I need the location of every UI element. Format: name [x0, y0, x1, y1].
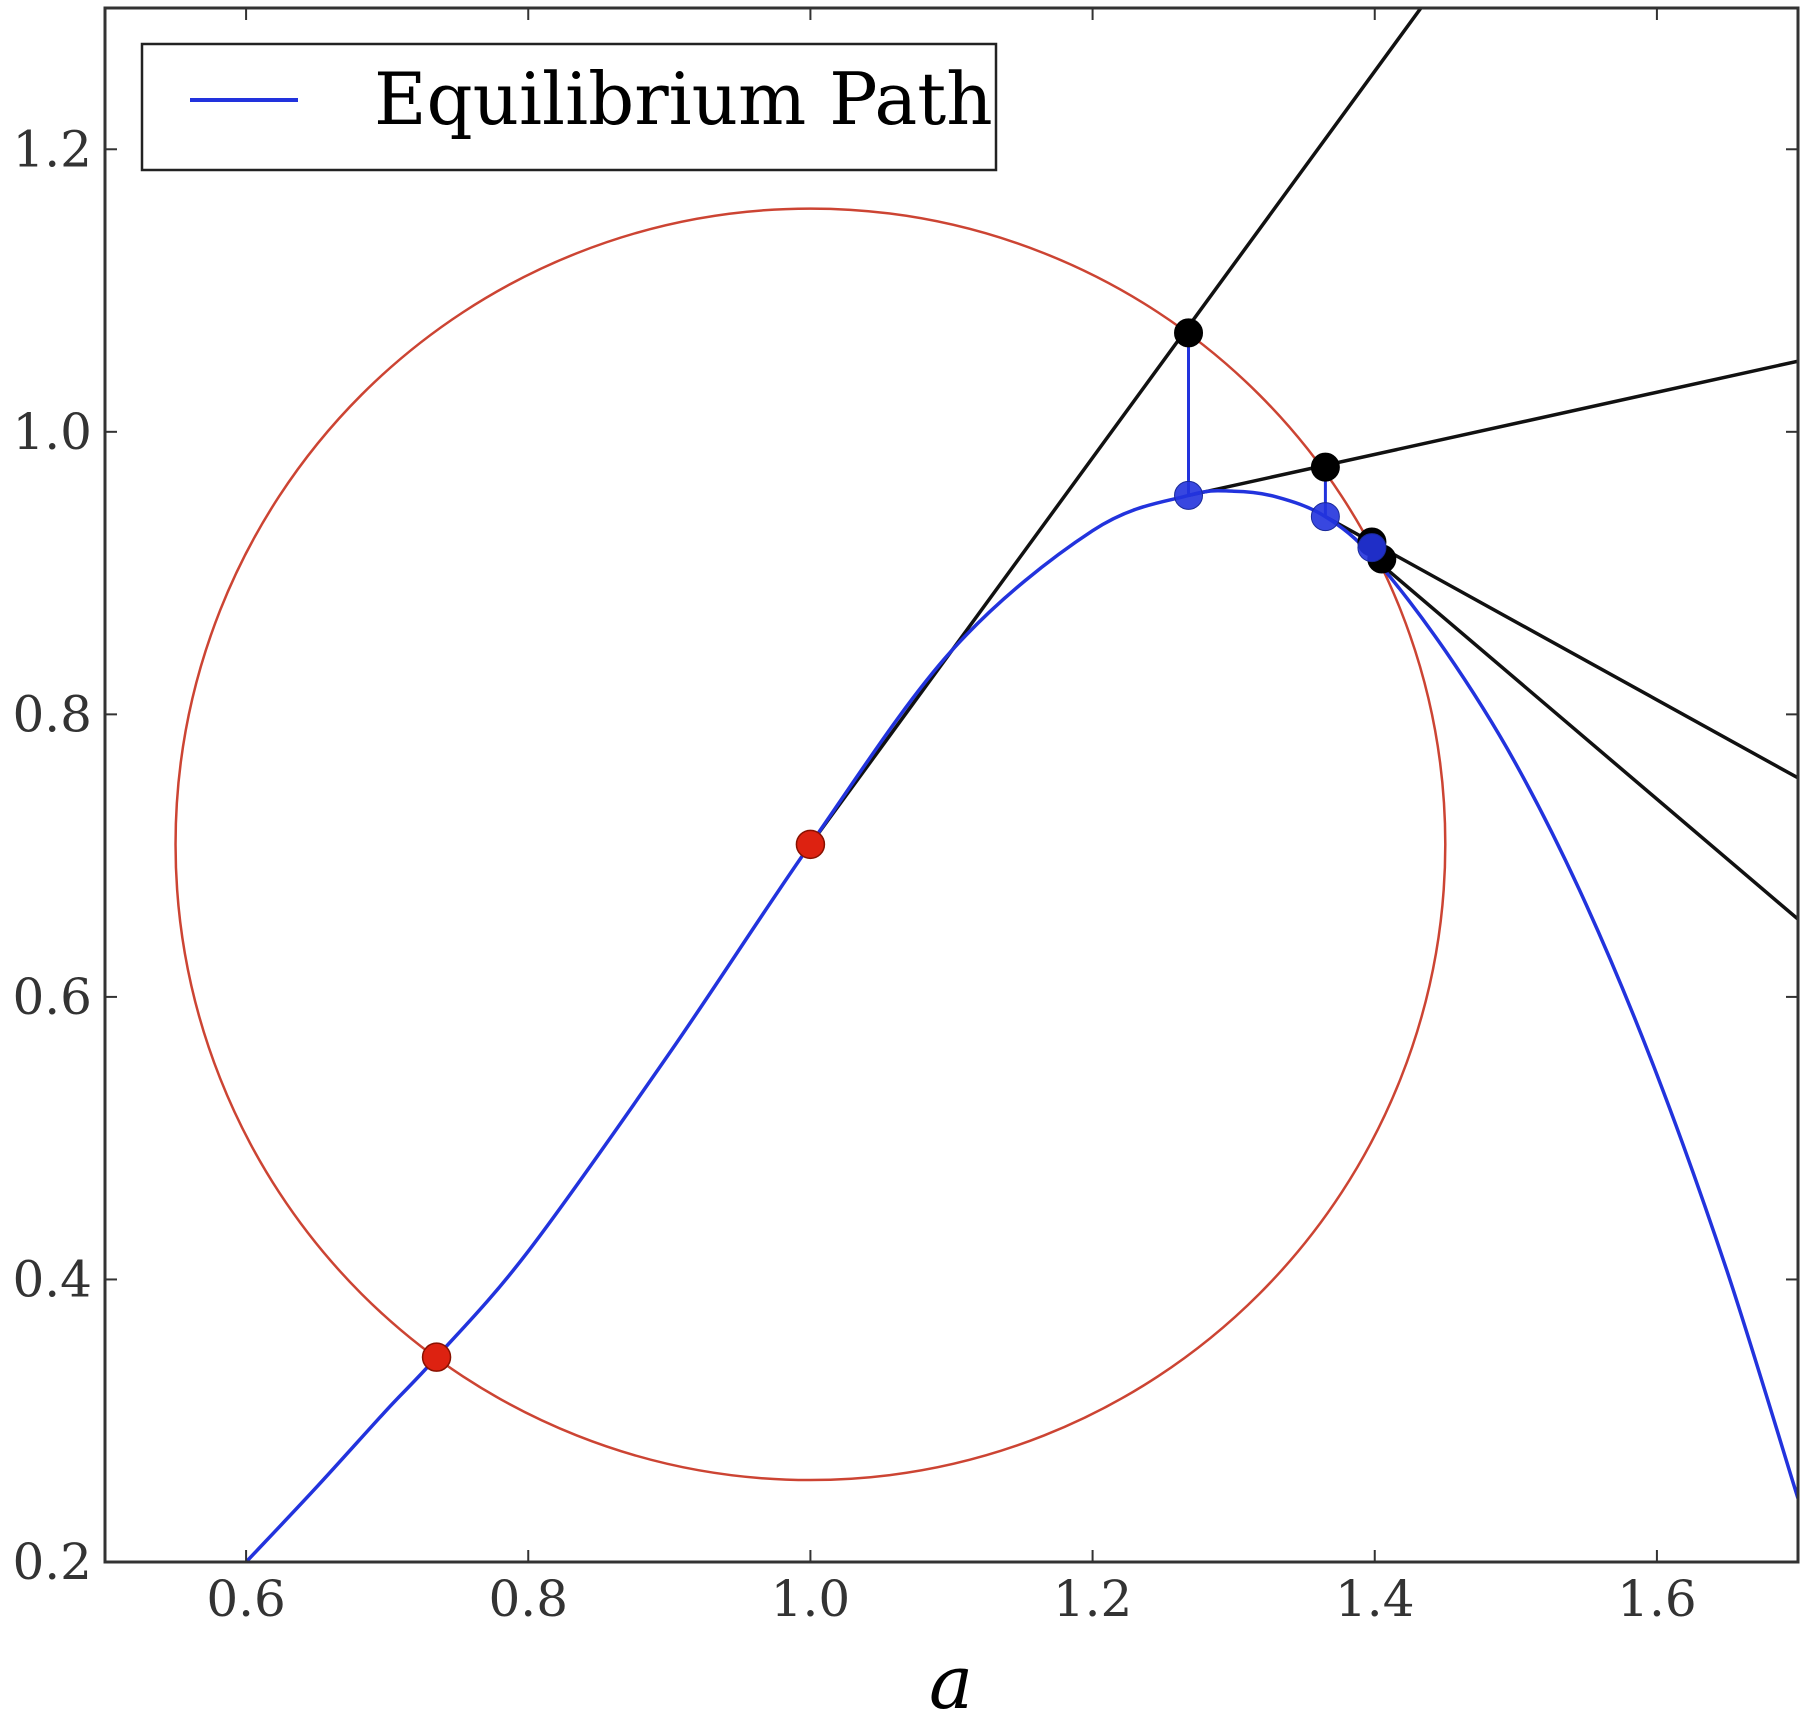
plot-frame [103, 6, 1800, 1564]
intersection-point-1 [795, 829, 826, 860]
x-tick-label: 0.6 [206, 1570, 286, 1628]
y-tick-label: 0.2 [12, 1533, 92, 1591]
x-tick-label: 1.6 [1617, 1570, 1697, 1628]
tangent-line-2 [1188, 359, 1798, 498]
x-tick-label: 0.8 [488, 1570, 568, 1628]
x-tick-label: 1.2 [1053, 1570, 1133, 1628]
legend: Equilibrium Path [140, 42, 998, 172]
y-tick-label: 1.2 [12, 120, 92, 178]
legend-box [140, 42, 998, 172]
x-tick-label: 1.0 [771, 1570, 851, 1628]
legend-label-equilibrium-path: Equilibrium Path [374, 57, 993, 141]
tangent-line-1 [808, 8, 1424, 846]
tangent-line-4 [1373, 557, 1798, 921]
axis-ticks: 0.6 0.8 1.0 1.2 1.4 1.6 0.2 0.4 0.6 0.8 1.0 1.2 [12, 8, 1798, 1628]
y-tick-label: 0.4 [12, 1250, 92, 1308]
corrector-point-2 [1310, 502, 1340, 532]
y-tick-label: 0.8 [12, 685, 92, 743]
predictor-point-2 [1310, 452, 1340, 482]
tangent-line-3 [1324, 515, 1798, 780]
corrector-point-1 [1174, 480, 1204, 510]
plot-area [174, 8, 1798, 1562]
x-tick-label: 1.4 [1335, 1570, 1415, 1628]
intersection-point-2 [421, 1342, 452, 1372]
x-axis-label: a [929, 1640, 973, 1721]
corrector-point-3 [1357, 533, 1387, 563]
predictor-point-1 [1174, 318, 1204, 348]
y-tick-label: 0.6 [12, 968, 92, 1026]
y-tick-label: 1.0 [12, 403, 92, 461]
trust-region-circle [174, 207, 1447, 1482]
